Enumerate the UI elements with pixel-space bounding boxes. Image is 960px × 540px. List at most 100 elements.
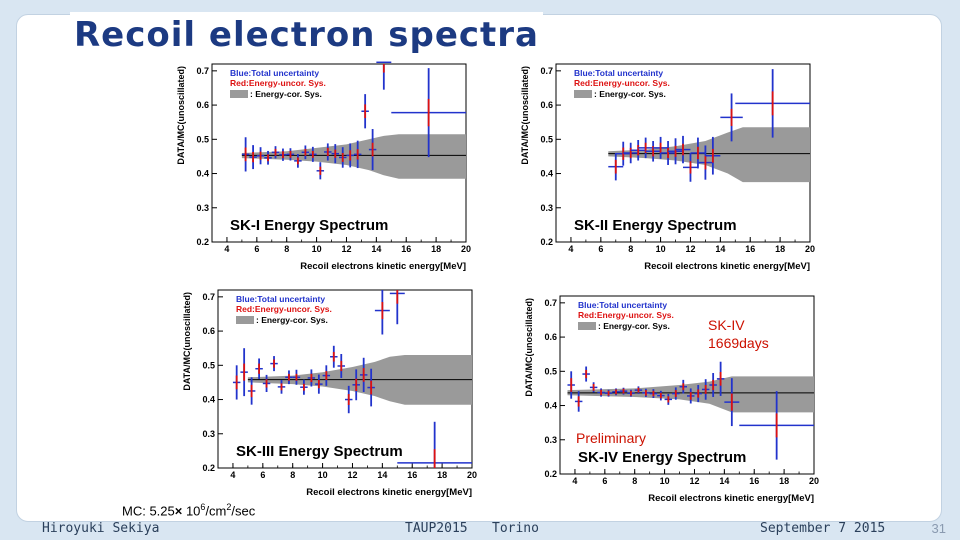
legend-cor: : Energy-cor. Sys.	[594, 89, 666, 99]
legend-uncor: Red:Energy-uncor. Sys.	[230, 78, 326, 88]
data-point	[649, 389, 658, 399]
data-point	[679, 379, 687, 394]
y-tick-label: 0.2	[540, 237, 553, 247]
y-tick-label: 0.6	[544, 332, 557, 342]
data-point	[642, 388, 650, 397]
x-tick-label: 4	[230, 470, 235, 480]
mc-prefix: MC: 5.25	[122, 503, 175, 519]
data-point	[232, 365, 241, 400]
sk1-chart: 4 6 8 10 12 14 16 18 20 0.2 0.3 0.4 0.5 0.6 0.7 Recoil …	[172, 58, 478, 272]
data-point	[315, 374, 323, 394]
data-point	[255, 358, 263, 379]
data-point	[374, 290, 390, 335]
y-tick-label: 0.5	[196, 134, 209, 144]
sk4-label: SK-IV	[708, 317, 745, 333]
data-point	[397, 421, 472, 468]
y-axis-label: DATA/MC(unoscillated)	[176, 66, 186, 165]
x-tick-label: 12	[685, 244, 695, 254]
x-tick-label: 10	[312, 244, 322, 254]
chart-title: SK-IV Energy Spectrum	[578, 449, 746, 466]
footer-place: Torino	[492, 521, 539, 536]
x-tick-label: 12	[341, 244, 351, 254]
x-tick-label: 12	[347, 470, 357, 480]
data-point	[322, 365, 331, 386]
data-point	[345, 385, 353, 414]
data-point	[608, 153, 624, 181]
data-point	[270, 356, 278, 372]
y-axis-label: DATA/MC(unoscillated)	[524, 298, 534, 397]
x-tick-label: 8	[284, 244, 289, 254]
y-tick-label: 0.4	[196, 169, 209, 179]
data-point	[720, 93, 743, 142]
x-tick-label: 6	[602, 476, 607, 486]
y-tick-label: 0.3	[540, 203, 553, 213]
data-point	[567, 371, 575, 399]
chart-title: SK-I Energy Spectrum	[230, 217, 388, 234]
page-number: 31	[931, 521, 946, 536]
y-tick-label: 0.2	[202, 463, 215, 473]
data-point	[657, 390, 665, 401]
data-point	[292, 369, 301, 385]
data-point	[301, 145, 310, 160]
data-point	[256, 147, 265, 165]
data-point	[589, 382, 598, 393]
y-tick-label: 0.6	[196, 100, 209, 110]
legend-cor: : Energy-cor. Sys.	[256, 315, 328, 325]
data-point	[331, 144, 339, 164]
y-tick-label: 0.2	[544, 469, 557, 479]
sk4-days-label: 1669days	[708, 335, 769, 351]
legend-total: Blue:Total uncertainty	[574, 68, 663, 78]
chart-title: SK-II Energy Spectrum	[574, 217, 737, 234]
chart-svg-2: 4 6 8 10 12 14 16 18 20 0.2 0.3 0.4 0.5 0.6 0.7 Recoil …	[182, 289, 477, 498]
mc-tail: /sec	[231, 503, 256, 519]
x-tick-label: 6	[254, 244, 259, 254]
x-tick-label: 18	[431, 244, 441, 254]
energy-cor-band	[608, 127, 810, 183]
x-tick-label: 18	[437, 470, 447, 480]
mc-exp: 6	[200, 502, 206, 512]
x-tick-label: 16	[407, 470, 417, 480]
data-point	[247, 377, 256, 405]
data-point	[582, 366, 590, 382]
energy-cor-band	[241, 134, 466, 179]
legend-total: Blue:Total uncertainty	[236, 294, 325, 304]
y-tick-label: 0.4	[202, 395, 215, 405]
data-point	[604, 389, 613, 397]
data-point	[612, 388, 620, 396]
data-point	[694, 385, 702, 403]
data-point	[241, 137, 250, 172]
data-point	[709, 373, 717, 397]
x-tick-label: 4	[224, 244, 229, 254]
sk2-chart: 4 6 8 10 12 14 16 18 20 0.2 0.3 0.4 0.5 0.6 0.7 Recoil …	[516, 58, 822, 272]
data-point	[285, 370, 293, 385]
y-tick-label: 0.7	[196, 66, 209, 76]
x-tick-label: 4	[572, 476, 577, 486]
data-point	[367, 368, 375, 407]
legend-band-swatch	[574, 90, 592, 98]
y-tick-label: 0.3	[202, 429, 215, 439]
x-tick-label: 4	[568, 244, 573, 254]
data-point	[359, 357, 368, 393]
data-point	[735, 69, 810, 138]
data-point	[627, 389, 635, 397]
legend-uncor: Red:Energy-uncor. Sys.	[578, 310, 674, 320]
data-point	[346, 143, 354, 168]
data-point	[264, 150, 272, 165]
data-point	[307, 369, 316, 387]
legend-band-swatch	[230, 90, 248, 98]
data-point	[286, 148, 295, 161]
chart-title: SK-III Energy Spectrum	[236, 443, 403, 460]
footer-author: Hiroyuki Sekiya	[42, 521, 160, 536]
y-tick-label: 0.7	[544, 298, 557, 308]
data-point	[653, 136, 669, 159]
legend-uncor: Red:Energy-uncor. Sys.	[236, 304, 332, 314]
y-tick-label: 0.4	[544, 401, 557, 411]
sk4-annotation: SK-IV 1669days	[708, 316, 769, 352]
data-point	[391, 68, 466, 158]
data-point	[701, 379, 710, 400]
chart-svg-1: 4 6 8 10 12 14 16 18 20 0.2 0.3 0.4 0.5 0.6 0.7 Recoil …	[520, 63, 815, 272]
legend-total: Blue:Total uncertainty	[230, 68, 319, 78]
preliminary-label: Preliminary	[576, 430, 647, 446]
y-axis-label: DATA/MC(unoscillated)	[182, 292, 192, 391]
data-point	[330, 345, 338, 368]
